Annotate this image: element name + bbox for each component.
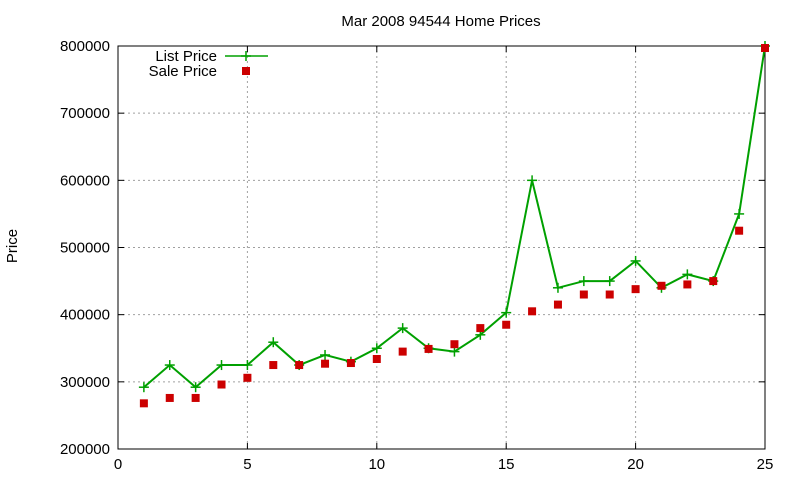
list-price-point bbox=[190, 382, 201, 393]
series-layer bbox=[138, 41, 770, 408]
sale-price-point bbox=[191, 393, 200, 402]
list-price-point bbox=[527, 175, 538, 186]
x-tick-label: 10 bbox=[368, 456, 385, 473]
sale-price-point bbox=[398, 347, 407, 356]
y-tick-label: 800000 bbox=[60, 38, 110, 55]
sale-price-point bbox=[476, 324, 485, 333]
x-tick-label: 25 bbox=[757, 456, 774, 473]
grid-lines bbox=[118, 46, 765, 449]
list-price-point bbox=[371, 343, 382, 354]
sale-price-point bbox=[735, 226, 744, 235]
x-tick-label: 0 bbox=[114, 456, 122, 473]
sale-price-point bbox=[165, 393, 174, 402]
x-tick-label: 20 bbox=[627, 456, 644, 473]
sale-price-point bbox=[450, 340, 459, 349]
sale-price-point bbox=[657, 281, 666, 290]
sale-price-point bbox=[139, 399, 148, 408]
sale-price-point bbox=[709, 277, 718, 286]
x-tick-label: 5 bbox=[243, 456, 251, 473]
sale-price-point bbox=[605, 290, 614, 299]
legend: List Price Sale Price bbox=[149, 48, 268, 80]
y-axis-label: Price bbox=[4, 229, 21, 263]
y-tick-label: 700000 bbox=[60, 105, 110, 122]
y-tick-label: 300000 bbox=[60, 374, 110, 391]
list-price-point bbox=[138, 382, 149, 393]
sale-price-point bbox=[217, 380, 226, 389]
list-price-point bbox=[268, 337, 279, 348]
sale-price-point bbox=[243, 373, 252, 382]
legend-marker-sale-price bbox=[242, 67, 250, 75]
chart-title: Mar 2008 94544 Home Prices bbox=[341, 13, 540, 30]
plot-frame bbox=[117, 45, 766, 450]
y-tick-label: 200000 bbox=[60, 441, 110, 458]
list-price-point bbox=[630, 255, 641, 266]
list-price-line bbox=[143, 45, 766, 389]
list-price-point bbox=[164, 360, 175, 371]
sale-price-point bbox=[579, 290, 588, 299]
axis-ticks: 0 5 10 15 20 25 200000 300000 400000 500000 600000… bbox=[60, 38, 773, 473]
sale-price-point bbox=[528, 307, 537, 316]
list-price-point bbox=[242, 360, 253, 371]
list-price-point bbox=[449, 346, 460, 357]
sale-price-point bbox=[321, 359, 330, 368]
sale-price-point bbox=[502, 320, 511, 329]
legend-label-sale-price: Sale Price bbox=[149, 63, 217, 80]
y-tick-label: 400000 bbox=[60, 307, 110, 324]
sale-price-point bbox=[631, 285, 640, 294]
x-tick-label: 15 bbox=[498, 456, 515, 473]
sale-price-point bbox=[346, 359, 355, 368]
sale-price-point bbox=[683, 280, 692, 289]
list-price-point bbox=[552, 282, 563, 293]
sale-price-point bbox=[269, 361, 278, 370]
list-price-point bbox=[397, 323, 408, 334]
sale-price-point bbox=[372, 354, 381, 363]
y-tick-label: 500000 bbox=[60, 240, 110, 257]
sale-price-point bbox=[553, 300, 562, 309]
legend-label-list-price: List Price bbox=[155, 48, 217, 65]
list-price-point bbox=[501, 307, 512, 318]
list-price-point bbox=[682, 269, 693, 280]
sale-price-point bbox=[761, 44, 769, 53]
list-price-point bbox=[320, 349, 331, 360]
sale-price-point bbox=[295, 361, 304, 370]
list-price-point bbox=[216, 360, 227, 371]
list-price-point bbox=[734, 208, 745, 219]
legend-marker-list-price bbox=[241, 51, 251, 61]
sale-price-point bbox=[424, 344, 433, 353]
y-tick-label: 600000 bbox=[60, 172, 110, 189]
list-price-point bbox=[604, 276, 615, 287]
list-price-point bbox=[578, 276, 589, 287]
